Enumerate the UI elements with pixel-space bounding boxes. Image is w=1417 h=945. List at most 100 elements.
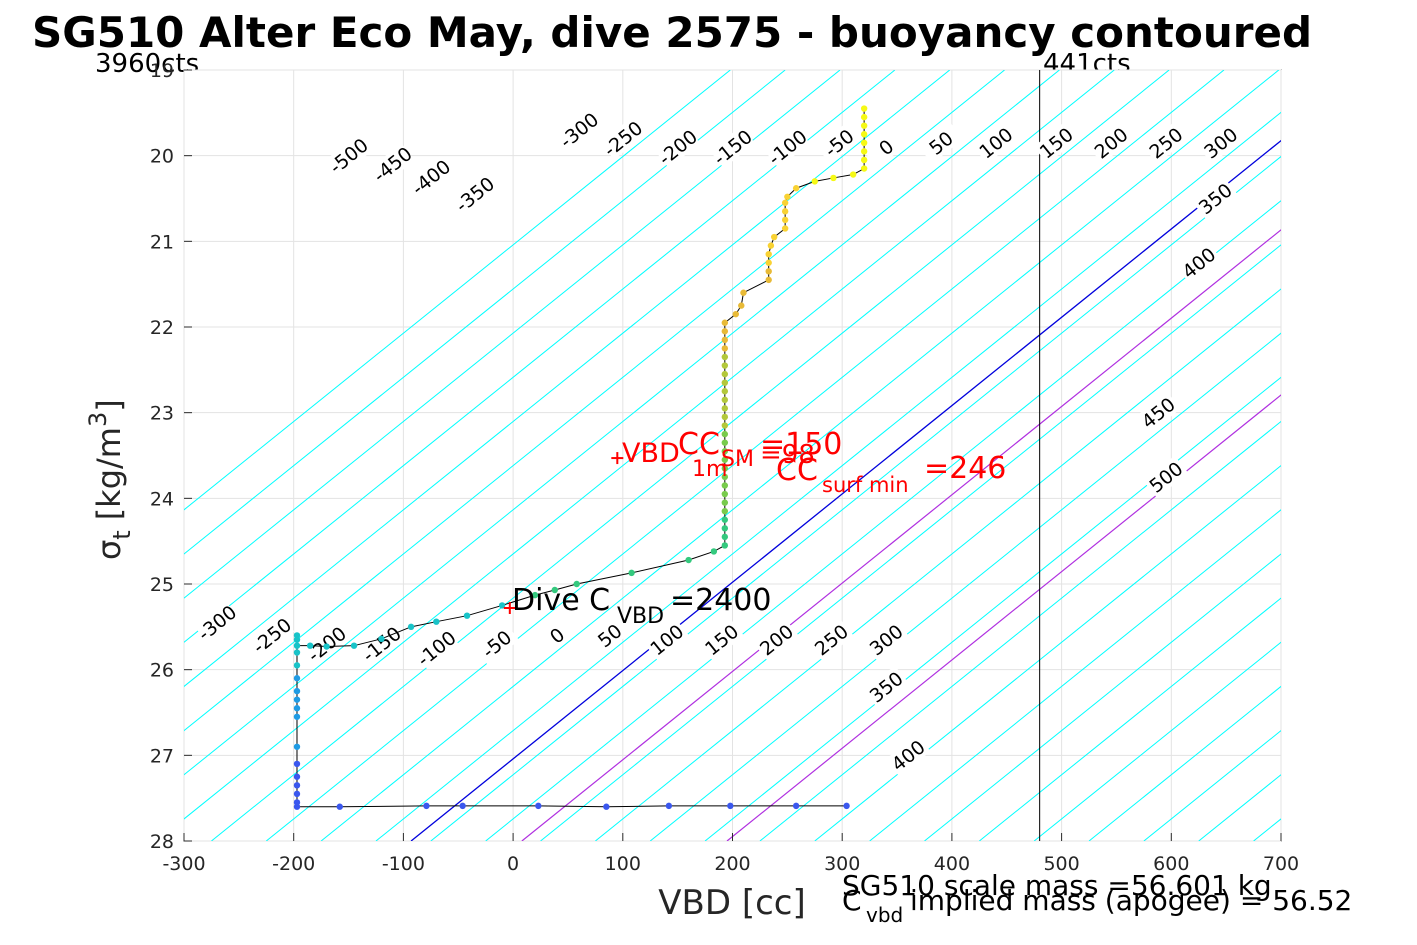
- profile-point: [721, 362, 729, 369]
- surf-cc-label: CC: [776, 453, 818, 488]
- x-tick-label: 700: [1263, 853, 1299, 875]
- contour-line: [184, 70, 731, 511]
- contour-label-bg: [655, 125, 701, 169]
- dive-profile: [293, 105, 868, 810]
- contour-label-bg: [249, 614, 295, 657]
- implied-prefix: C: [842, 884, 862, 917]
- contour-line: [320, 70, 1280, 841]
- profile-point: [665, 802, 673, 810]
- profile-point: [721, 353, 729, 361]
- axis-ticks: -300 -200 -100 0 100 200 300 400 500 600 700 19 20 21…: [150, 60, 1299, 875]
- profile-point: [350, 642, 358, 649]
- contour-label-bg: [644, 618, 690, 661]
- contour-label-bg: [973, 121, 1019, 164]
- profile-point: [293, 773, 301, 780]
- x-axis-label: VBD [cc]: [658, 883, 806, 923]
- contour-label-bg: [408, 155, 454, 199]
- profile-point: [781, 216, 789, 224]
- contour-line: [924, 553, 1281, 841]
- y-label-sub: t: [108, 530, 136, 539]
- x-tick-label: -100: [382, 853, 425, 875]
- contour-label-bg: [808, 618, 854, 661]
- contour-label-bg: [863, 618, 909, 661]
- y-tick-label: 20: [150, 146, 174, 168]
- surf-min-sub: surf min: [822, 473, 909, 497]
- profile-point: [721, 405, 729, 412]
- profile-point: [407, 623, 415, 631]
- x-tick-label: 500: [1043, 853, 1079, 875]
- y-label-unit: [kg/m: [90, 427, 128, 520]
- profile-point: [860, 131, 868, 138]
- profile-point: [781, 208, 789, 215]
- profile-point: [293, 713, 301, 720]
- scale-mass: SG510 scale mass =56.601 kg: [842, 869, 1272, 902]
- contour-label-bg: [1135, 391, 1181, 434]
- profile-point: [860, 122, 868, 129]
- profile-point: [738, 302, 745, 309]
- y-tick-label: 23: [150, 403, 174, 425]
- profile-point: [628, 569, 635, 577]
- contour-label-bg: [358, 622, 404, 666]
- profile-point: [721, 430, 729, 438]
- contour-label-bg: [1143, 121, 1189, 164]
- y-axis-label: σt [kg/m3]: [84, 399, 136, 560]
- contour-label-bg: [452, 173, 498, 216]
- y-tick-label: 24: [150, 488, 174, 510]
- contour-line: [704, 376, 1281, 841]
- sm-label: SM: [721, 447, 754, 472]
- contour-label-bg: [1143, 455, 1189, 499]
- profile-point: [860, 165, 868, 172]
- profile-point: [293, 743, 301, 750]
- profile-point: [721, 370, 729, 378]
- contour-label-bg: [764, 125, 810, 169]
- annotations: VBD CC 1m SM =98 =150 CC surf min =246 D…: [512, 427, 1006, 629]
- profile-point: [721, 525, 729, 532]
- profile-point: [784, 193, 791, 200]
- chart-title: SG510 Alter Eco May, dive 2575 - buoyanc…: [32, 8, 1312, 57]
- profile-point: [306, 642, 314, 649]
- x-tick-label: 600: [1153, 853, 1189, 875]
- contour-label-bg: [753, 618, 799, 661]
- profile-point: [293, 662, 301, 669]
- profile-point: [792, 802, 800, 810]
- contour-label-bg: [699, 618, 745, 661]
- profile-point: [721, 413, 729, 421]
- profile-point: [378, 635, 385, 643]
- profile-point: [459, 802, 466, 810]
- profile-point: [781, 199, 789, 206]
- profile-point: [765, 259, 772, 266]
- contour-line: [1033, 641, 1281, 841]
- y-tick-label: 25: [150, 574, 174, 596]
- contour-line: [184, 70, 1060, 776]
- contour-label-bg: [474, 622, 520, 666]
- contour-line: [375, 111, 1281, 841]
- profile-point: [770, 233, 778, 241]
- cc-label: CC: [678, 427, 720, 462]
- x-tick-label: 400: [934, 853, 970, 875]
- x-tick-label: 0: [507, 853, 519, 875]
- contour-label-bg: [587, 614, 633, 657]
- profile-point: [767, 242, 775, 249]
- profile-point: [293, 705, 301, 712]
- profile-point: [293, 760, 301, 768]
- y-tick-label: 19: [150, 60, 174, 82]
- profile-point: [849, 171, 857, 178]
- profile-point: [727, 802, 734, 810]
- contour-label-bg: [816, 121, 862, 164]
- y-label-close: ]: [90, 399, 128, 411]
- contour-line: [184, 70, 1115, 820]
- profile-point: [293, 675, 301, 682]
- y-tick-label: 28: [150, 831, 174, 853]
- y-tick-label: 22: [150, 317, 174, 339]
- profile-point: [860, 139, 868, 147]
- profile-point: [710, 548, 718, 555]
- profile-point: [293, 696, 301, 703]
- profile-point: [781, 225, 789, 232]
- profile-point: [551, 586, 558, 594]
- vbd-label: VBD: [622, 438, 680, 469]
- contour-label-bg: [413, 627, 459, 670]
- y-tick-label: 21: [150, 231, 174, 253]
- profile-point: [423, 802, 430, 810]
- contour-label-bg: [534, 614, 580, 657]
